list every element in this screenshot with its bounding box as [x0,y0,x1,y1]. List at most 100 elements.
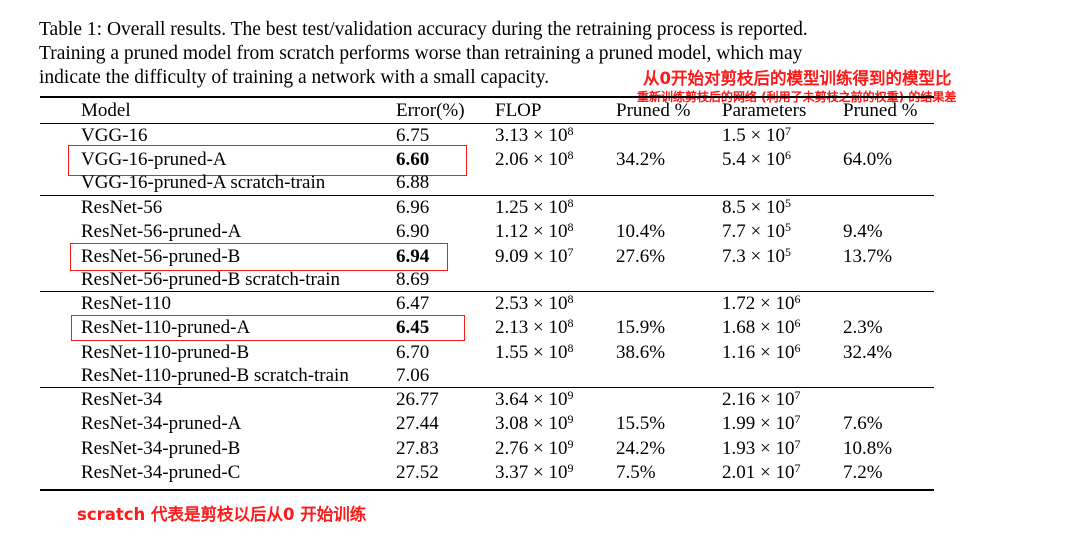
error-cell: 6.45 [396,317,430,338]
param-pruned-cell: 9.4% [843,221,883,242]
model-cell: ResNet-56 [81,197,163,218]
parameters-cell-mantissa: 2.01 × 10 [722,462,795,483]
parameters-cell-mantissa: 8.5 × 10 [722,197,785,218]
parameters-cell-exponent: 7 [794,412,801,426]
parameters-cell: 2.01 × 107 [722,461,800,485]
model-cell: VGG-16-pruned-A scratch-train [81,172,326,193]
parameters-cell-exponent: 7 [794,388,801,402]
flop-pruned-cell: 27.6% [616,246,666,267]
flop-cell-mantissa: 1.55 × 10 [495,342,568,363]
error-cell: 8.69 [396,269,430,290]
model-cell: VGG-16-pruned-A [81,149,227,170]
parameters-cell-exponent: 7 [784,124,791,138]
flop-cell-exponent: 8 [567,124,574,138]
parameters-cell-mantissa: 7.7 × 10 [722,221,785,242]
flop-cell-mantissa: 3.64 × 10 [495,389,568,410]
table-row: ResNet-110-pruned-B scratch-train 7.06 [0,364,1078,388]
header-model: Model [81,100,131,121]
parameters-cell-exponent: 6 [794,341,801,355]
flop-cell: 9.09 × 107 [495,245,573,269]
flop-cell-exponent: 8 [567,196,574,210]
table-row: ResNet-34 26.77 3.64 × 109 2.16 × 107 [0,388,1078,412]
flop-cell-exponent: 8 [567,341,574,355]
flop-cell-mantissa: 9.09 × 10 [495,246,568,267]
parameters-cell: 7.7 × 105 [722,220,791,244]
flop-cell-mantissa: 3.08 × 10 [495,413,568,434]
parameters-cell-exponent: 5 [784,196,791,210]
parameters-cell-exponent: 5 [784,220,791,234]
model-cell: ResNet-110-pruned-B scratch-train [81,365,349,386]
highlight-box [71,315,465,341]
table-row: ResNet-56-pruned-B scratch-train 8.69 [0,268,1078,292]
error-cell: 26.77 [396,389,439,410]
param-pruned-cell: 10.8% [843,438,893,459]
caption-line-3: indicate the difficulty of training a ne… [39,67,550,88]
error-cell: 6.88 [396,172,430,193]
table-row: VGG-16-pruned-A scratch-train 6.88 [0,171,1078,195]
error-cell: 6.70 [396,342,430,363]
parameters-cell-exponent: 5 [784,245,791,259]
param-pruned-cell: 64.0% [843,149,893,170]
annotation-scratch-worse: 从0开始对剪枝后的模型训练得到的模型比 [643,69,952,88]
param-pruned-cell: 7.2% [843,462,883,483]
flop-cell-exponent: 8 [567,316,574,330]
error-cell: 27.83 [396,438,439,459]
highlight-box [68,145,467,176]
param-pruned-cell: 7.6% [843,413,883,434]
caption-line-2: Training a pruned model from scratch per… [39,43,803,64]
model-cell: ResNet-34-pruned-B [81,438,241,459]
flop-cell-mantissa: 3.37 × 10 [495,462,568,483]
table-row: ResNet-34-pruned-A 27.44 3.08 × 109 15.5% 1.… [0,412,1078,436]
param-pruned-cell: 13.7% [843,246,893,267]
table-row: ResNet-110-pruned-A 6.45 2.13 × 108 15.9% 1.… [0,316,1078,340]
parameters-cell: 5.4 × 106 [722,148,791,172]
table-header-row: Model Error(%) FLOP Pruned % Parameters … [0,99,1078,123]
parameters-cell-mantissa: 2.16 × 10 [722,389,795,410]
flop-cell: 2.06 × 108 [495,148,573,172]
header-flop: FLOP [495,100,542,121]
model-cell: ResNet-110-pruned-B [81,342,250,363]
bottom-rule [40,489,934,491]
flop-pruned-cell: 10.4% [616,221,666,242]
header-parameters: Parameters [722,100,807,121]
parameters-cell: 8.5 × 105 [722,196,791,220]
parameters-cell-mantissa: 7.3 × 10 [722,246,785,267]
table-row: ResNet-56-pruned-B 6.94 9.09 × 107 27.6% 7.3… [0,245,1078,269]
flop-pruned-cell: 34.2% [616,149,666,170]
model-cell: ResNet-34-pruned-A [81,413,242,434]
flop-cell: 2.76 × 109 [495,437,573,461]
table-row: ResNet-110-pruned-B 6.70 1.55 × 108 38.6% 1.… [0,341,1078,365]
error-cell: 7.06 [396,365,430,386]
error-cell: 6.47 [396,293,430,314]
flop-cell-mantissa: 2.76 × 10 [495,438,568,459]
table-row: VGG-16 6.75 3.13 × 108 1.5 × 107 [0,124,1078,148]
parameters-cell-exponent: 6 [794,316,801,330]
model-cell: ResNet-56-pruned-B scratch-train [81,269,341,290]
param-pruned-cell: 32.4% [843,342,893,363]
parameters-cell: 7.3 × 105 [722,245,791,269]
caption-line-1: Table 1: Overall results. The best test/… [39,19,808,40]
parameters-cell-exponent: 7 [794,461,801,475]
error-cell: 27.52 [396,462,439,483]
flop-cell: 1.25 × 108 [495,196,573,220]
header-param-pruned: Pruned % [843,100,918,121]
annotation-scratch-meaning: scratch 代表是剪枝以后从0 开始训练 [77,505,367,524]
model-cell: ResNet-56-pruned-A [81,221,242,242]
table-caption: Table 1: Overall results. The best test/… [39,18,959,90]
parameters-cell-exponent: 6 [784,148,791,162]
error-cell: 6.96 [396,197,430,218]
flop-pruned-cell: 15.5% [616,413,666,434]
parameters-cell-mantissa: 1.68 × 10 [722,317,795,338]
group-rule-resnet56 [40,195,934,196]
parameters-cell: 2.16 × 107 [722,388,800,412]
parameters-cell-mantissa: 1.5 × 10 [722,125,785,146]
flop-cell: 3.13 × 108 [495,124,573,148]
model-cell: VGG-16 [81,125,148,146]
parameters-cell-mantissa: 1.72 × 10 [722,293,795,314]
model-cell: ResNet-34 [81,389,163,410]
table-row: ResNet-56-pruned-A 6.90 1.12 × 108 10.4% 7.7… [0,220,1078,244]
model-cell: ResNet-110-pruned-A [81,317,251,338]
parameters-cell: 1.68 × 106 [722,316,800,340]
table-row: VGG-16-pruned-A 6.60 2.06 × 108 34.2% 5.4 × … [0,148,1078,172]
parameters-cell-exponent: 6 [794,292,801,306]
